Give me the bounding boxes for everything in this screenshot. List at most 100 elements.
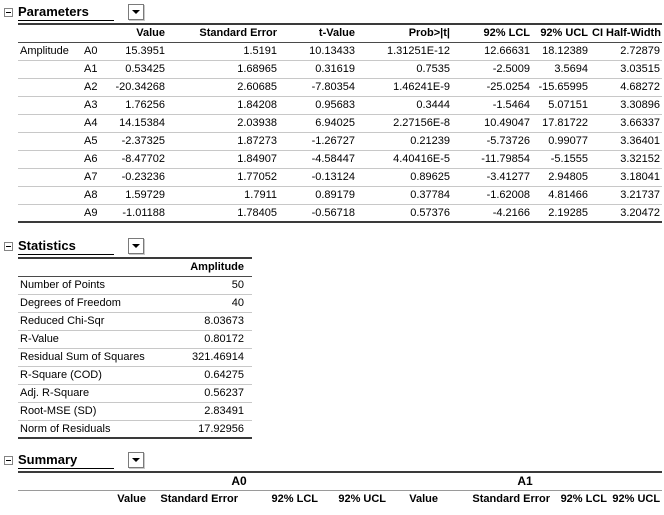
section-title: Statistics xyxy=(18,237,76,253)
chevron-down-icon xyxy=(132,10,140,14)
cell-ci-half-width: 3.66337 xyxy=(590,114,662,133)
stat-value: 2.83491 xyxy=(168,402,252,421)
dropdown-button[interactable] xyxy=(128,452,144,468)
collapse-icon[interactable] xyxy=(4,455,13,465)
cell-ucl: -15.65995 xyxy=(532,78,590,97)
header-row: Amplitude xyxy=(18,258,252,277)
statistics-table: Amplitude Number of Points 50 Degrees of… xyxy=(18,257,252,439)
param-name: A4 xyxy=(82,114,110,133)
group-header-a1: A1 xyxy=(388,472,663,491)
stat-value: 0.64275 xyxy=(168,366,252,385)
parameters-table: Value Standard Error t-Value Prob>|t| 92… xyxy=(18,23,662,223)
param-name: A8 xyxy=(82,186,110,205)
col-header-prob: Prob>|t| xyxy=(357,24,452,43)
stat-label: Adj. R-Square xyxy=(18,384,168,403)
summary-section-header: Summary xyxy=(4,451,664,469)
cell-std-error: 1.84208 xyxy=(167,96,279,115)
dropdown-button[interactable] xyxy=(128,238,144,254)
cell-ucl: 2.94805 xyxy=(532,168,590,187)
table-row: Root-MSE (SD) 2.83491 xyxy=(18,402,252,421)
section-title: Parameters xyxy=(18,3,89,19)
cell-std-error: 1.77052 xyxy=(167,168,279,187)
cell-ci-half-width: 4.68272 xyxy=(590,78,662,97)
cell-t-value: -1.26727 xyxy=(279,132,357,151)
cell-ucl: 0.99077 xyxy=(532,132,590,151)
col-header-std-error: Standard Error xyxy=(160,493,238,506)
cell-ci-half-width: 2.72879 xyxy=(590,42,662,61)
param-name: A5 xyxy=(82,132,110,151)
cell-prob: 0.89625 xyxy=(357,168,452,187)
stat-label: R-Value xyxy=(18,330,168,349)
cell-t-value: -4.58447 xyxy=(279,150,357,169)
col-header-ucl: 92% UCL xyxy=(532,24,590,43)
parameters-title-underline: Parameters xyxy=(18,4,114,21)
col-header-t-value: t-Value xyxy=(279,24,357,43)
cell-ci-half-width: 3.18041 xyxy=(590,168,662,187)
cell-value: 1.59729 xyxy=(110,186,167,205)
cell-std-error: 2.60685 xyxy=(167,78,279,97)
cell-lcl: -5.73726 xyxy=(452,132,532,151)
param-name: A6 xyxy=(82,150,110,169)
cell-ucl: 18.12389 xyxy=(532,42,590,61)
table-row: Norm of Residuals 17.92956 xyxy=(18,420,252,438)
analysis-report: Parameters Value Standard Error t-Value … xyxy=(0,3,664,508)
table-row: A6 -8.47702 1.84907 -4.58447 4.40416E-5 … xyxy=(18,150,662,169)
table-row: A3 1.76256 1.84208 0.95683 0.3444 -1.546… xyxy=(18,96,662,115)
cell-std-error: 1.87273 xyxy=(167,132,279,151)
cell-prob: 1.31251E-12 xyxy=(357,42,452,61)
cell-value: 15.3951 xyxy=(110,42,167,61)
cell-value: -20.34268 xyxy=(110,78,167,97)
col-header-value: Value xyxy=(117,493,146,506)
cell-lcl: -2.5009 xyxy=(452,60,532,79)
table-row: R-Value 0.80172 xyxy=(18,330,252,349)
collapse-icon[interactable] xyxy=(4,7,13,17)
empty-header-cell xyxy=(18,490,90,508)
col-header-lcl: 92% LCL xyxy=(560,493,608,506)
cell-prob: 0.37784 xyxy=(357,186,452,205)
cell-prob: 2.27156E-8 xyxy=(357,114,452,133)
cell-value: 1.76256 xyxy=(110,96,167,115)
collapse-icon[interactable] xyxy=(4,241,13,251)
cell-t-value: -0.13124 xyxy=(279,168,357,187)
col-header-amplitude: Amplitude xyxy=(168,258,252,277)
cell-prob: 4.40416E-5 xyxy=(357,150,452,169)
col-header-value: Value xyxy=(409,493,439,506)
statistics-section-header: Statistics xyxy=(4,237,664,255)
col-header-std-error: Standard Error xyxy=(472,493,551,506)
cell-t-value: 10.13433 xyxy=(279,42,357,61)
cell-prob: 1.46241E-9 xyxy=(357,78,452,97)
empty-header-cell xyxy=(18,472,90,491)
dropdown-button[interactable] xyxy=(128,4,144,20)
stat-value: 0.56237 xyxy=(168,384,252,403)
table-row: A4 14.15384 2.03938 6.94025 2.27156E-8 1… xyxy=(18,114,662,133)
cell-value: -0.23236 xyxy=(110,168,167,187)
stat-label: Number of Points xyxy=(18,276,168,295)
cell-ucl: 2.19285 xyxy=(548,206,588,219)
cell-lcl: -1.62008 xyxy=(452,186,532,205)
cell-lcl: -3.41277 xyxy=(452,168,532,187)
cell-value: 14.15384 xyxy=(110,114,167,133)
stat-label: Norm of Residuals xyxy=(20,422,111,435)
cell-ci-half-width: 3.30896 xyxy=(590,96,662,115)
table-row: A1 0.53425 1.68965 0.31619 0.7535 -2.500… xyxy=(18,60,662,79)
cell-ucl: -5.1555 xyxy=(532,150,590,169)
table-row: Reduced Chi-Sqr 8.03673 xyxy=(18,312,252,331)
cell-ci-half-width: 3.03515 xyxy=(590,60,662,79)
table-row: Amplitude A0 15.3951 1.5191 10.13433 1.3… xyxy=(18,42,662,61)
section-title: Summary xyxy=(18,451,78,467)
cell-std-error: 1.5191 xyxy=(167,42,279,61)
table-row: Degrees of Freedom 40 xyxy=(18,294,252,313)
cell-lcl: -4.2166 xyxy=(492,206,530,219)
row-group-label: Amplitude xyxy=(18,42,82,61)
table-row: A8 1.59729 1.7911 0.89179 0.37784 -1.620… xyxy=(18,186,662,205)
stat-value: 50 xyxy=(168,276,252,295)
sub-header-row: Value Standard Error 92% LCL 92% UCL Val… xyxy=(18,490,662,508)
empty-header-cell xyxy=(18,258,168,277)
cell-ucl: 17.81722 xyxy=(532,114,590,133)
col-header-lcl: 92% LCL xyxy=(271,493,318,506)
cell-std-error: 2.03938 xyxy=(167,114,279,133)
empty-header-cell xyxy=(18,24,110,43)
cell-ci-half-width: 3.36401 xyxy=(590,132,662,151)
cell-t-value: 0.31619 xyxy=(279,60,357,79)
cell-std-error: 1.7911 xyxy=(167,186,279,205)
